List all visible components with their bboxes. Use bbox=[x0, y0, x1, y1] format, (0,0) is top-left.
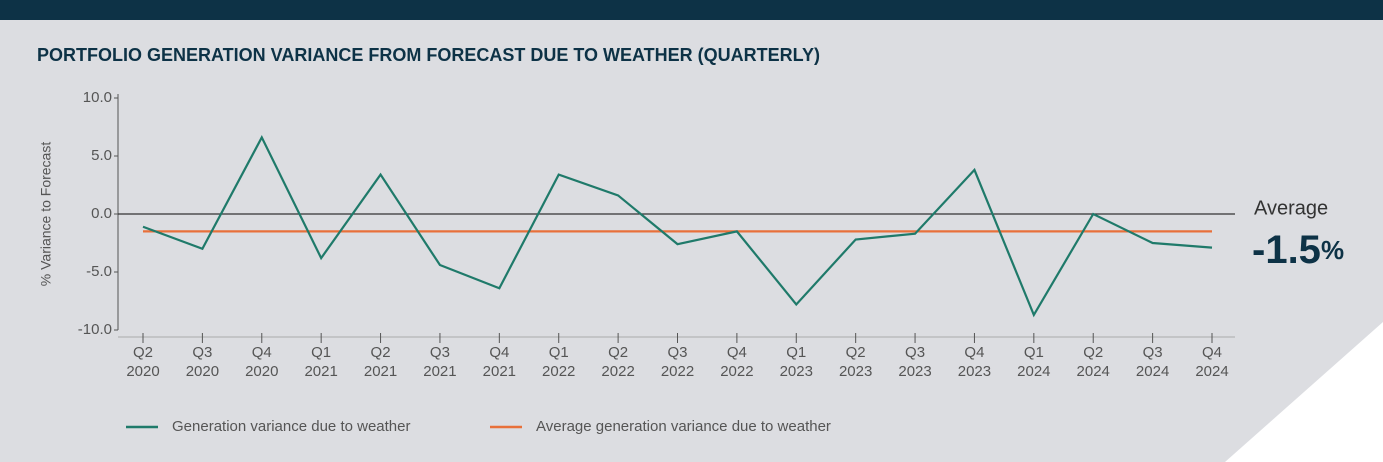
annotation-label: Average bbox=[1254, 197, 1328, 219]
x-tick-label: Q1 2022 bbox=[542, 344, 576, 380]
y-tick-label: 5.0 bbox=[91, 147, 112, 164]
series-line bbox=[142, 135, 1213, 318]
corner bbox=[1225, 322, 1383, 462]
x-tick-label: Q2 2023 bbox=[838, 344, 873, 380]
legend-label: Average generation variance due to weath… bbox=[536, 418, 831, 435]
annotation-unit: % bbox=[1321, 235, 1344, 265]
x-tick-label: Q4 2022 bbox=[720, 344, 754, 380]
x-tick-label: Q3 2021 bbox=[423, 344, 457, 380]
legend-label: Generation variance due to weather bbox=[172, 418, 410, 435]
x-tick-label: Q3 2024 bbox=[1135, 344, 1170, 380]
x-tick-label: Q2 2021 bbox=[363, 344, 398, 380]
x-tick-label: Q3 2022 bbox=[660, 344, 695, 380]
x-tick-label: Q2 2022 bbox=[601, 344, 635, 380]
x-tick-label: Q4 2021 bbox=[482, 344, 517, 380]
annotation-value: -1.5% bbox=[1252, 228, 1344, 272]
chart-title: PORTFOLIO GENERATION VARIANCE FROM FOREC… bbox=[37, 45, 820, 65]
x-tick-label: Q2 2024 bbox=[1076, 344, 1110, 380]
y-tick-label: 0.0 bbox=[91, 205, 112, 222]
x-tick-label: Q2 2020 bbox=[126, 344, 160, 380]
annotation-number: -1.5 bbox=[1252, 228, 1321, 272]
x-tick-label: Q3 2020 bbox=[185, 344, 220, 380]
x-tick-label: Q4 2023 bbox=[957, 344, 992, 380]
x-tick-label: Q4 2020 bbox=[245, 344, 279, 380]
x-tick-label: Q1 2024 bbox=[1017, 344, 1051, 380]
y-tick-label: 10.0 bbox=[83, 89, 112, 106]
top-bar bbox=[0, 0, 1383, 20]
x-tick-label: Q1 2023 bbox=[779, 344, 813, 380]
y-tick-label: -5.0 bbox=[86, 263, 112, 280]
x-tick-label: Q1 2021 bbox=[304, 344, 338, 380]
y-axis-label: % Variance to Forecast bbox=[38, 142, 54, 287]
x-tick-label: Q3 2023 bbox=[898, 344, 932, 380]
x-tick-label: Q4 2024 bbox=[1195, 344, 1229, 380]
y-tick-label: -10.0 bbox=[78, 321, 112, 338]
